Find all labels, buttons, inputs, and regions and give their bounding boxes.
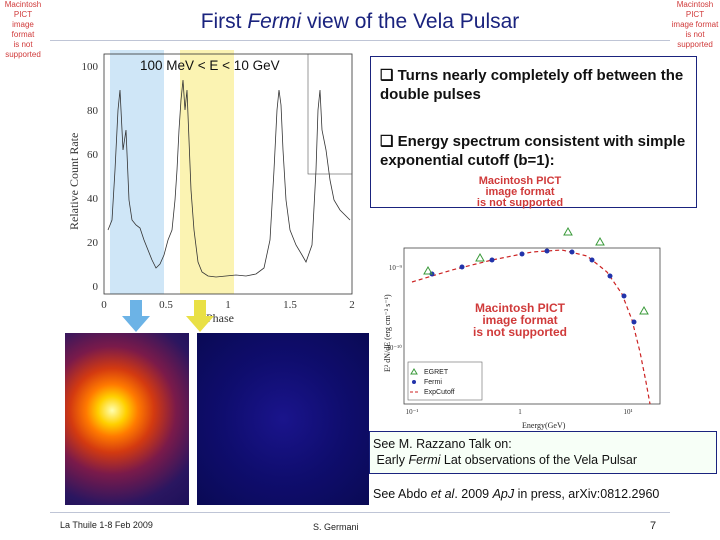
- off-pulse-count-map: [197, 333, 369, 505]
- legend-fermi: Fermi: [424, 379, 442, 386]
- exp-cutoff-curve: [411, 249, 651, 405]
- spectrum-x-tick-label: 10¹: [623, 408, 632, 416]
- legend-egret: EGRET: [424, 369, 449, 376]
- spectrum-ylabel: E² dN/dE (erg cm⁻² s⁻¹): [383, 294, 392, 372]
- pict-placeholder-top-right: Macintosh PICT image format is not suppo…: [671, 0, 719, 49]
- fermi-points: [429, 248, 637, 325]
- spectrum-y-tick-label: 10⁻¹⁰: [386, 344, 402, 352]
- y-tick-label: 80: [87, 105, 99, 117]
- x-tick-label: 1.5: [283, 299, 297, 311]
- y-tick-label: 0: [93, 281, 99, 293]
- x-tick-label: 0.5: [159, 299, 173, 311]
- bullet-energy-spectrum: ❑ Energy spectrum consistent with simple…: [380, 133, 686, 169]
- reference-box: [369, 431, 717, 474]
- y-tick-label: 60: [87, 149, 99, 161]
- spectrum-frame: [403, 247, 661, 405]
- slide-title: First Fermi view of the Vela Pulsar: [200, 10, 520, 33]
- inset-frame: [307, 53, 353, 175]
- footer-conference: La Thuile 1-8 Feb 2009: [60, 520, 153, 530]
- energy-range-label: 100 MeV < E < 10 GeV: [140, 58, 280, 73]
- phaseogram-plot: 100 80 60 40 20 0 0 0.5 1 1.5 2 Relative Count Ra…: [67, 50, 355, 325]
- bullet-box: [370, 56, 697, 208]
- pict-placeholder-spectrum: Macintosh PICT image format is not suppo…: [473, 301, 567, 339]
- phaseogram-xlabel: Phase: [206, 311, 234, 325]
- x-tick-label: 1: [225, 299, 231, 311]
- bullet-turns-off: ❑ Turns nearly completely off between th…: [380, 67, 684, 103]
- spectrum-xlabel: Energy(GeV): [522, 421, 566, 430]
- off-pulse-arrow: [186, 300, 214, 332]
- phaseogram-ylabel: Relative Count Rate: [67, 133, 81, 230]
- spectrum-y-tick-label: 10⁻⁹: [389, 264, 403, 272]
- light-curve: [107, 79, 351, 278]
- x-tick-label: 2: [349, 299, 355, 311]
- checkbox-bullet-icon: ❑: [380, 67, 394, 84]
- citation: See Abdo et al. 2009 ApJ in press, arXiv…: [373, 487, 660, 501]
- checkbox-bullet-icon: ❑: [380, 133, 394, 150]
- page-number: 7: [650, 520, 657, 532]
- pict-placeholder-top-left: Macintosh PICT image format is not suppo…: [4, 0, 42, 59]
- legend-cutoff: ExpCutoff: [424, 389, 455, 396]
- spectrum-plot: 10⁻⁹ 10⁻¹⁰ 10⁻¹ 1 10¹ E² dN/dE (erg cm⁻² s⁻…: [383, 226, 661, 430]
- reference-text: See M. Razzano Talk on: Early Fermi Lat …: [373, 437, 638, 467]
- spectrum-legend: [407, 361, 483, 401]
- pict-placeholder-formula: Macintosh PICT image format is not suppo…: [476, 175, 564, 209]
- y-tick-label: 20: [87, 237, 99, 249]
- footer-author: S. Germani: [313, 522, 359, 532]
- on-pulse-band: [110, 50, 164, 294]
- y-tick-label: 40: [87, 193, 99, 205]
- spectrum-x-tick-label: 1: [518, 408, 522, 416]
- footer-divider: [50, 512, 670, 513]
- y-tick-label: 100: [82, 61, 99, 73]
- off-pulse-band: [180, 50, 234, 294]
- title-divider: [50, 40, 670, 41]
- on-pulse-arrow: [122, 300, 150, 332]
- egret-points: [423, 226, 649, 315]
- spectrum-x-tick-label: 10⁻¹: [406, 408, 419, 416]
- x-tick-label: 0: [101, 299, 107, 311]
- on-pulse-count-map: [65, 333, 189, 505]
